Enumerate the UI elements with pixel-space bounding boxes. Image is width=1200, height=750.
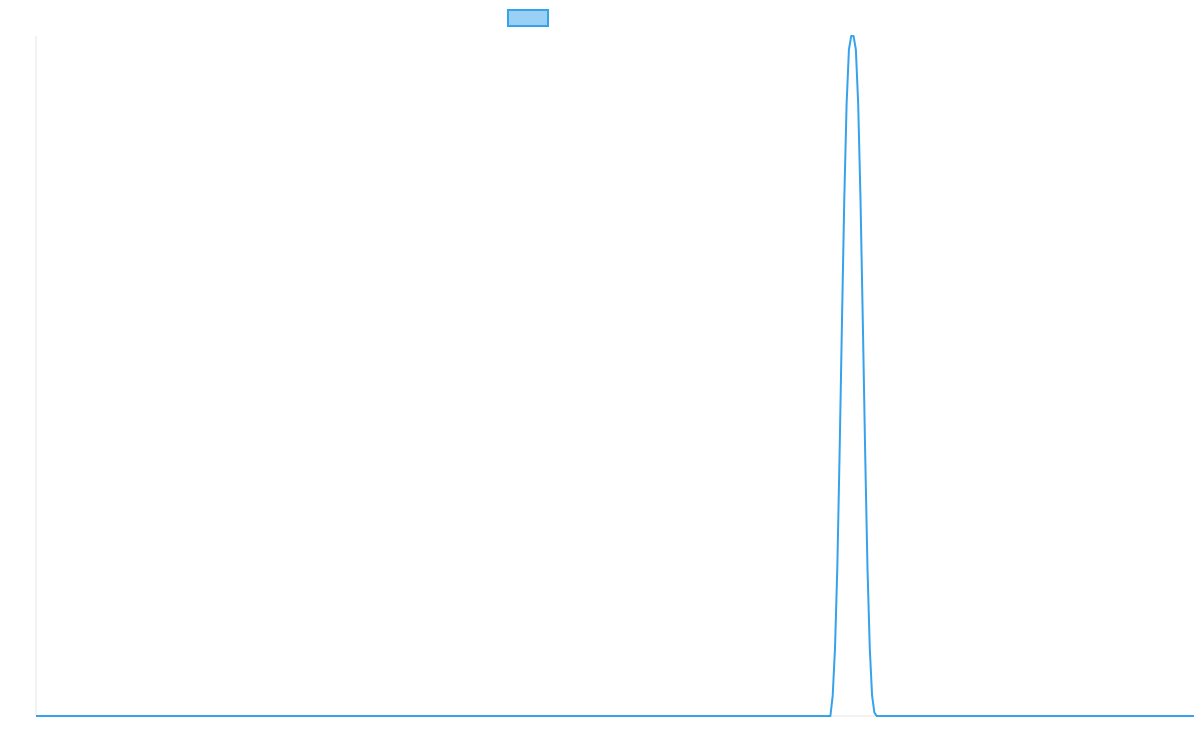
series-line-0[interactable] xyxy=(36,35,1194,717)
plot-area xyxy=(35,35,1194,717)
legend[interactable] xyxy=(507,9,549,27)
series-layer xyxy=(36,35,1194,717)
legend-swatch[interactable] xyxy=(507,9,549,27)
